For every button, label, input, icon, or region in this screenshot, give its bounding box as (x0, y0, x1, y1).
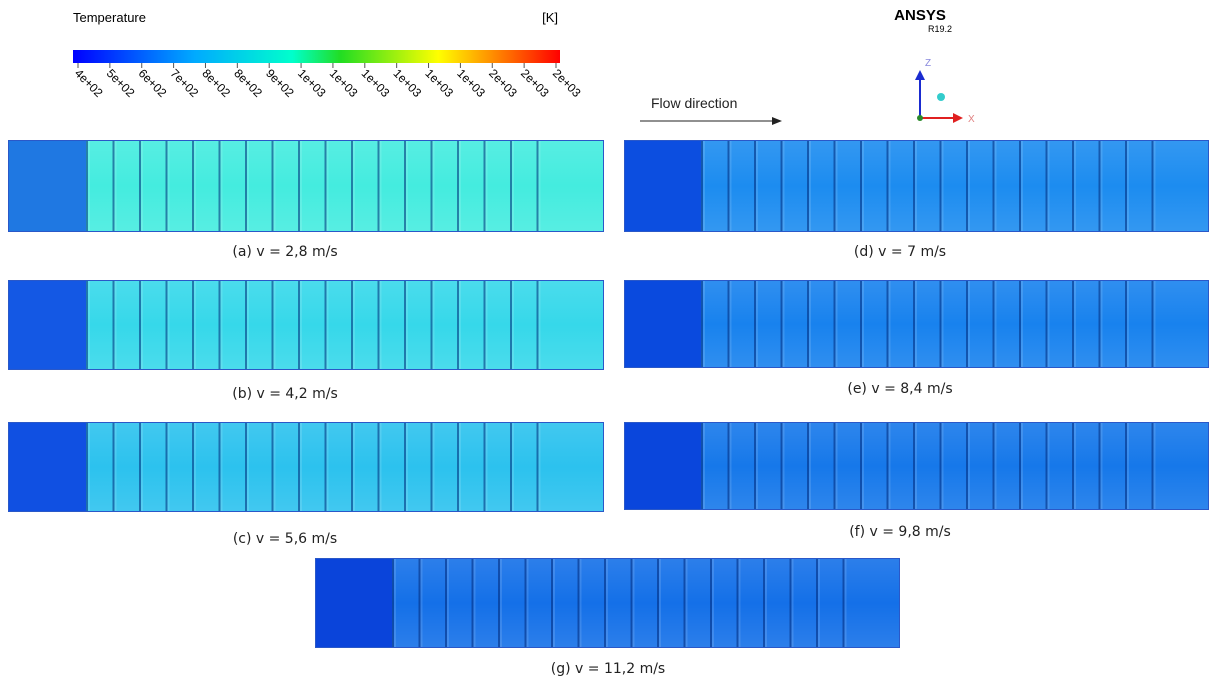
header-graphics: Temperature [K] ANSYS R19.2 Z X Flow dir… (0, 0, 1209, 135)
colorbar-tick-label: 2e+03 (550, 66, 584, 100)
colorbar-tick-label: 6e+02 (136, 66, 170, 100)
contour-panel (8, 280, 604, 370)
panel-caption: (e) v = 8,4 m/s (847, 381, 952, 397)
colorbar-tick-label: 8e+02 (199, 66, 233, 100)
colorbar-tick-label: 1e+03 (391, 66, 425, 100)
colorbar-tick-label: 1e+03 (295, 66, 329, 100)
colorbar-tick-label: 9e+02 (263, 66, 297, 100)
x-arrow (953, 113, 963, 123)
contour-panel (624, 280, 1209, 368)
software-name: ANSYS (894, 7, 946, 24)
colorbar-tick-label: 1e+03 (359, 66, 393, 100)
panel-caption: (g) v = 11,2 m/s (551, 661, 665, 677)
colorbar-tick-label: 1e+03 (454, 66, 488, 100)
panel-caption: (a) v = 2,8 m/s (232, 244, 337, 260)
z-arrow (915, 70, 925, 80)
z-label: Z (925, 58, 931, 69)
colorbar-tick-label: 5e+02 (104, 66, 138, 100)
x-label: X (968, 114, 975, 125)
flow-arrow-head (772, 117, 782, 125)
colorbar-tick-label: 8e+02 (231, 66, 265, 100)
panel-caption: (b) v = 4,2 m/s (232, 386, 338, 402)
contour-panel (624, 140, 1209, 232)
contour-panel (624, 422, 1209, 510)
contour-panel (8, 140, 604, 232)
legend-title: Temperature (73, 10, 146, 25)
panel-caption: (d) v = 7 m/s (854, 244, 946, 260)
colorbar-tick-label: 2e+03 (486, 66, 520, 100)
colorbar (73, 50, 560, 63)
legend-unit: [K] (542, 10, 558, 25)
figure: {"legend": {"title": "Temperature", "uni… (0, 0, 1209, 683)
origin (917, 115, 923, 121)
colorbar-tick-label: 7e+02 (167, 66, 201, 100)
colorbar-tick-label: 1e+03 (327, 66, 361, 100)
contour-panel (8, 422, 604, 512)
colorbar-tick-label: 1e+03 (422, 66, 456, 100)
contour-panel (315, 558, 900, 648)
flow-label: Flow direction (651, 95, 737, 111)
view-sphere (937, 93, 945, 101)
colorbar-tick-label: 2e+03 (518, 66, 552, 100)
software-version: R19.2 (928, 24, 952, 34)
panel-caption: (c) v = 5,6 m/s (233, 531, 337, 547)
panel-caption: (f) v = 9,8 m/s (849, 524, 951, 540)
colorbar-tick-label: 4e+02 (72, 66, 106, 100)
